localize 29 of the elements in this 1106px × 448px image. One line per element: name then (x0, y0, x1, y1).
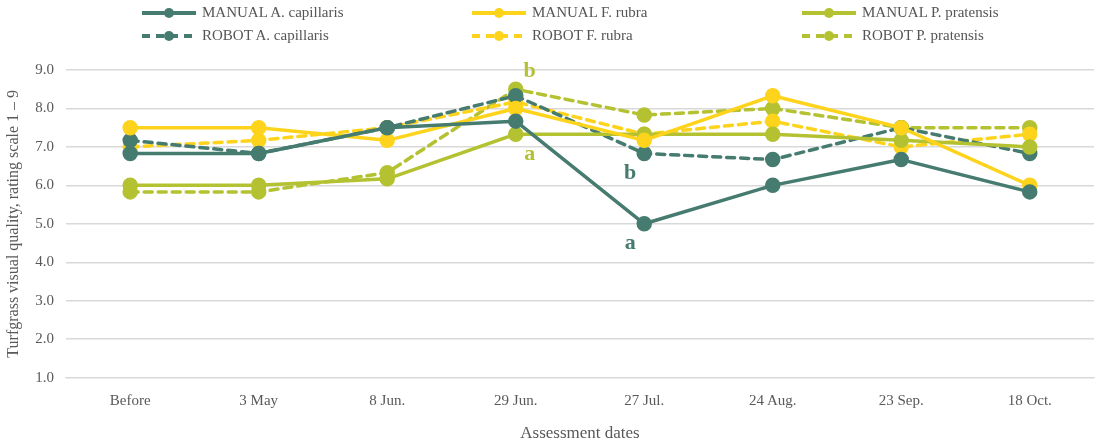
y-tick-label: 9.0 (35, 60, 54, 77)
annotation: b (523, 56, 536, 82)
annotation: b (624, 159, 637, 185)
y-tick-label: 1.0 (35, 368, 54, 385)
annotation: a (524, 139, 536, 165)
x-tick-label: 23 Sep. (878, 391, 924, 408)
annotation: a (624, 229, 636, 255)
x-tick-label: 8 Jun. (369, 391, 406, 408)
x-axis-title: Assessment dates (520, 423, 640, 443)
x-tick-label: 27 Jul. (624, 391, 665, 408)
y-axis-title: Turfgrass visual quality, rating scale 1 – 9 (3, 89, 22, 358)
x-tick-label: 24 Aug. (748, 391, 797, 408)
y-tick-label: 8.0 (35, 99, 54, 116)
y-tick-label: 5.0 (35, 214, 54, 231)
x-tick-label: 29 Jun. (494, 391, 538, 408)
x-tick-label: Before (109, 391, 151, 408)
y-tick-label: 7.0 (35, 137, 54, 154)
legend-label: ROBOT F. rubra (532, 27, 633, 44)
y-tick-label: 4.0 (35, 253, 54, 270)
legend-label: MANUAL F. rubra (532, 4, 648, 21)
legend-label: ROBOT P. pratensis (862, 27, 984, 44)
y-tick-label: 3.0 (35, 291, 54, 308)
legend-label: MANUAL P. pratensis (862, 4, 999, 21)
x-tick-label: 18 Oct. (1007, 391, 1052, 408)
x-tick-label: 3 May (239, 391, 279, 408)
y-tick-label: 2.0 (35, 330, 54, 347)
legend-label: ROBOT A. capillaris (202, 27, 329, 44)
legend-label: MANUAL A. capillaris (202, 4, 344, 21)
y-tick-label: 6.0 (35, 176, 54, 193)
